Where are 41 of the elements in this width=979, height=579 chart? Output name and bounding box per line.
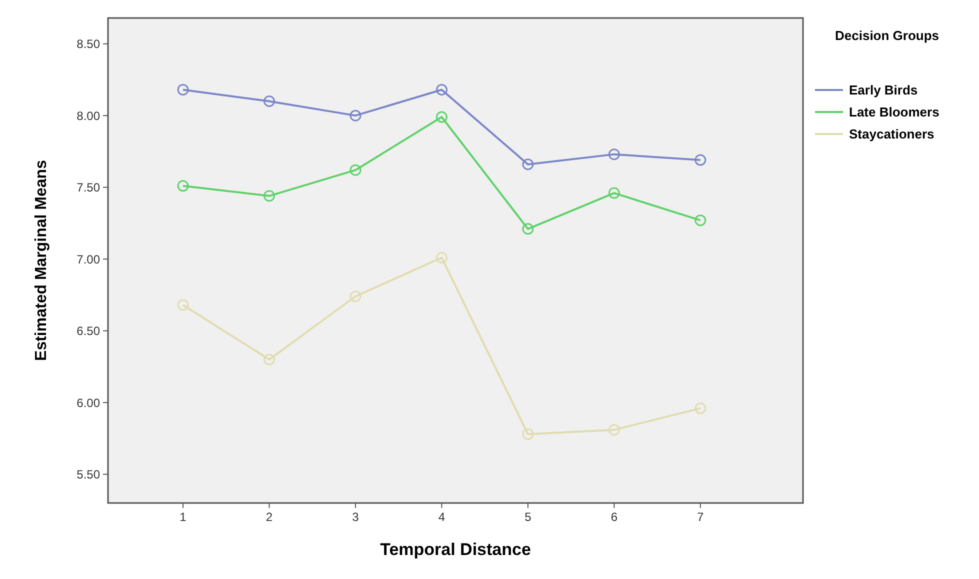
- y-axis-title: Estimated Marginal Means: [33, 160, 50, 361]
- x-tick-label: 4: [438, 510, 446, 524]
- x-tick-label: 5: [524, 510, 532, 524]
- y-tick-label: 6.00: [76, 396, 100, 410]
- legend-label: Late Bloomers: [849, 104, 940, 120]
- point: [350, 110, 362, 122]
- legend-label: Staycationers: [849, 126, 934, 142]
- point: [263, 354, 275, 366]
- y-tick-label: 5.50: [76, 468, 100, 482]
- point: [436, 84, 448, 96]
- point: [608, 424, 620, 436]
- point: [177, 84, 189, 96]
- y-tick-label: 7.00: [76, 252, 100, 266]
- x-axis-title: Temporal Distance: [380, 540, 531, 559]
- point: [522, 158, 534, 170]
- point: [694, 214, 706, 226]
- legend-title: Decision Groups: [835, 28, 940, 43]
- point: [436, 111, 448, 123]
- point: [608, 187, 620, 199]
- y-tick-label: 8.50: [76, 37, 100, 52]
- y-tick-label: 7.50: [76, 180, 100, 195]
- point: [177, 180, 189, 192]
- point: [436, 252, 448, 264]
- y-tick-label: 8.00: [76, 108, 100, 123]
- point: [350, 164, 362, 176]
- x-tick-label: 7: [697, 510, 704, 524]
- y-tick-label: 6.50: [76, 324, 100, 338]
- point: [177, 299, 189, 311]
- point: [522, 428, 534, 440]
- point: [694, 154, 706, 166]
- x-tick-label: 6: [610, 510, 618, 524]
- point: [263, 190, 275, 202]
- point: [694, 402, 706, 414]
- legend-label: Early Birds: [849, 82, 918, 98]
- x-tick-label: 3: [352, 510, 360, 524]
- point: [608, 148, 620, 160]
- x-tick-label: 1: [180, 510, 187, 524]
- x-tick-label: 2: [266, 510, 273, 524]
- point: [522, 223, 534, 235]
- point: [263, 95, 275, 107]
- point: [350, 290, 362, 302]
